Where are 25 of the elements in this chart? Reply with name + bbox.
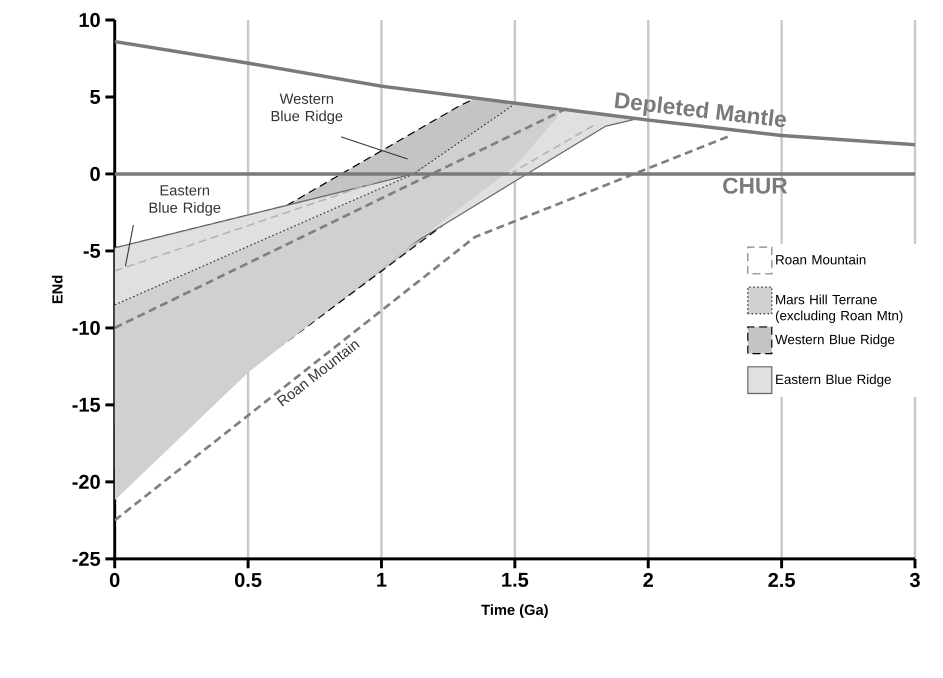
y-tick-label: -20 <box>72 475 100 490</box>
x-tick-label: 1 <box>377 573 386 587</box>
y-tick-label: -10 <box>72 321 100 336</box>
series-label: CHUR <box>723 178 788 194</box>
x-tick-label: 0.5 <box>234 573 262 588</box>
y-axis-title: ENd <box>52 276 63 304</box>
legend-label: Mars Hill Terrane (excluding Roan Mtn) <box>776 294 902 324</box>
annotation: Western Blue Ridge <box>272 94 342 124</box>
x-axis-title: Time (Ga) <box>481 604 548 618</box>
legend-label: Roan Mountain <box>776 254 866 265</box>
y-tick-label: 5 <box>90 90 100 104</box>
x-tick-label: 2.5 <box>768 573 795 588</box>
y-tick-label: 0 <box>90 167 100 182</box>
y-tick-label: -25 <box>72 552 100 566</box>
y-tick-label: 10 <box>80 13 100 28</box>
annotation: Eastern Blue Ridge <box>150 186 220 216</box>
text: Depleted Mantle <box>614 92 786 128</box>
legend-label: Western Blue Ridge <box>775 334 894 348</box>
x-tick-label: 3 <box>910 573 920 588</box>
x-tick-label: 0 <box>110 573 120 588</box>
legend-label: Eastern Blue Ridge <box>776 374 891 387</box>
x-tick-label: 1.5 <box>502 573 528 588</box>
y-tick-label: -5 <box>84 244 100 258</box>
y-tick-label: -15 <box>72 398 100 412</box>
x-tick-label: 2 <box>643 573 653 588</box>
